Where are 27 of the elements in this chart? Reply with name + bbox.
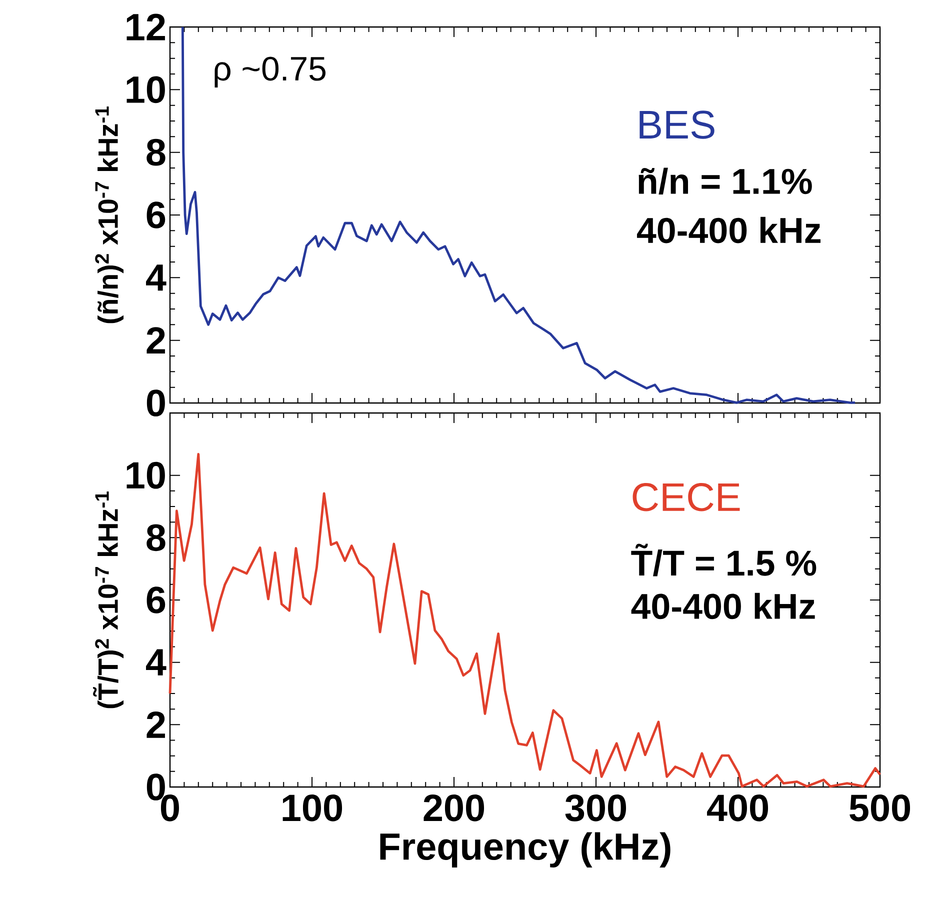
y-tick-label: 2 [146,327,165,354]
y-tick-label: 4 [146,264,166,291]
y-tick-label: 0 [146,390,165,416]
y-tick-label: 8 [146,524,166,552]
y-tick-label: 10 [126,76,165,104]
x-tick-label: 500 [850,794,910,822]
y-tick-label: 4 [146,649,166,676]
annotation: 40-400 kHz [631,592,815,620]
x-tick-label: 400 [707,794,768,822]
y-axis-title: (ñ/n)$^{2}$ x10$^{-7}$ kHz$^{-1}$ [95,106,124,324]
x-axis-title: Frequency (kHz) [380,832,670,868]
x-tick-label: 100 [282,794,342,822]
y-tick-label: 8 [146,138,166,166]
x-tick-label: 300 [565,794,626,822]
y-tick-label: 2 [146,711,165,738]
annotation: 40-400 kHz [636,216,820,244]
y-tick-label: 6 [146,586,166,614]
annotation: ρ ~0.75 [214,56,326,88]
y-tick-label: 10 [126,462,165,489]
annotation: ñ/n = 1.1% [638,168,812,195]
annotation: T̃/T = 1.5 % [631,544,816,576]
y-tick-label: 6 [146,202,166,228]
text: CECE [632,483,740,512]
x-tick-label: 200 [424,794,484,822]
y-tick-label: 12 [126,14,165,40]
y-axis-title: (T̃/T)$^{2}$ x10$^{-7}$ kHz$^{-1}$ [93,491,124,708]
text: BES [640,110,714,139]
